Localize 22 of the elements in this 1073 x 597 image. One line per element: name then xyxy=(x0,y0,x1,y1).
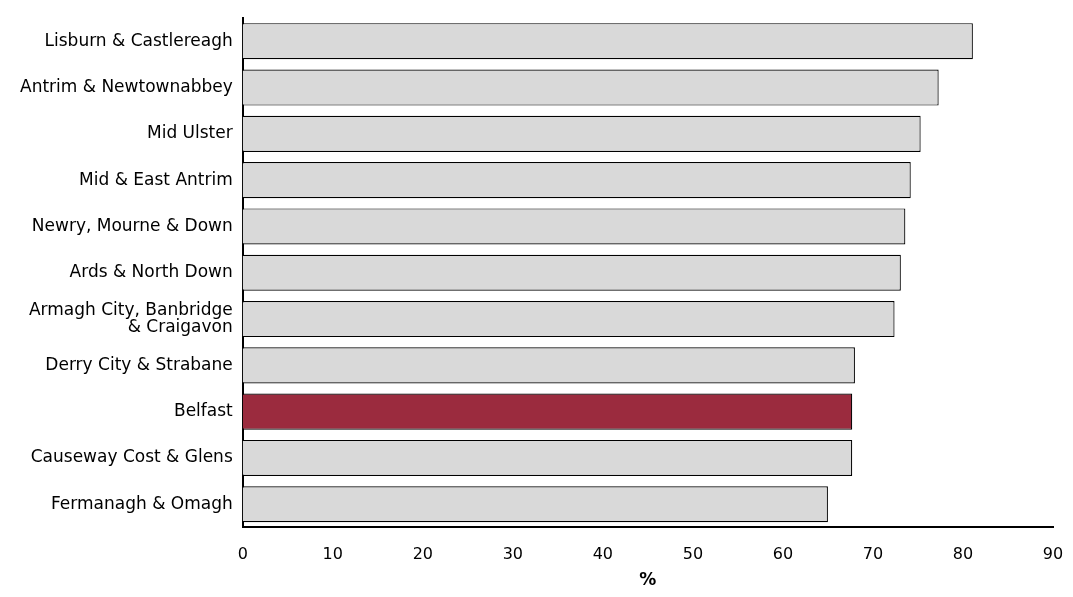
y-tick-label: Mid Ulster xyxy=(147,122,233,143)
y-tick-label: Causeway Cost & Glens xyxy=(30,446,233,467)
y-tick-label: Antrim & Newtownabbey xyxy=(20,75,233,96)
y-tick-label: Fermanagh & Omagh xyxy=(51,492,233,513)
x-tick-label: 60 xyxy=(772,544,794,564)
x-tick-label: 80 xyxy=(952,544,974,564)
x-tick-label: 40 xyxy=(592,544,614,564)
y-tick-label: Newry, Mourne & Down xyxy=(31,214,233,235)
y-tick-label: Armagh City, Banbridge & Craigavon xyxy=(28,299,233,336)
x-tick-label: 10 xyxy=(322,544,343,564)
x-axis-title: % xyxy=(639,569,657,590)
y-tick-label: Derry City & Strabane xyxy=(45,353,233,374)
y-tick-label: Belfast xyxy=(173,400,234,421)
x-tick-label: 90 xyxy=(1042,544,1064,564)
y-tick-label: Lisburn & Castlereagh xyxy=(44,29,233,50)
x-tick-label: 30 xyxy=(502,544,524,564)
x-tick-label: 50 xyxy=(682,544,704,564)
x-tick-label: 20 xyxy=(412,544,433,564)
x-tick-label: 70 xyxy=(862,544,884,564)
y-tick-label: Ards & North Down xyxy=(69,261,233,282)
x-tick-label: 0 xyxy=(237,544,248,564)
y-tick-label: Mid & East Antrim xyxy=(79,168,233,189)
